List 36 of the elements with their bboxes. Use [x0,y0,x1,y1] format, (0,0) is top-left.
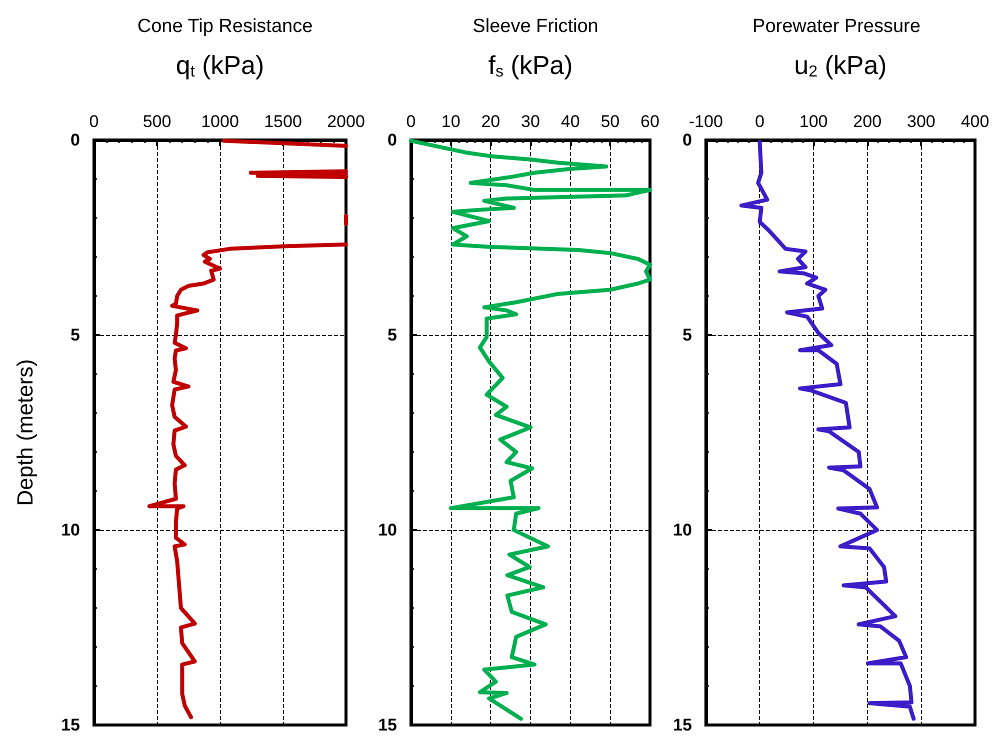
chart-title: Cone Tip Resistance [137,16,313,37]
y-tick-label: 5 [70,326,80,344]
x-tick-label: 50 [600,112,620,131]
y-tick-label: 0 [682,130,692,150]
x-tick-label: 500 [142,112,172,131]
y-tick-label: 10 [61,520,80,540]
x-tick-label: 0 [406,112,416,131]
chart-title: Porewater Pressure [752,16,920,37]
y-tick-label: 5 [388,326,397,344]
y-tick-label: 0 [70,130,80,150]
x-tick-label: 0 [89,112,99,131]
y-tick-label: 15 [672,716,692,734]
chart-title: Sleeve Friction [472,16,598,37]
x-tick-label: 100 [799,112,828,131]
x-tick-label: 60 [640,112,660,131]
x-tick-label: 2000 [327,112,365,131]
x-tick-label: 1500 [264,112,302,131]
x-tick-label: 30 [521,112,540,131]
y-axis-title: Depth (meters) [12,359,38,506]
x-tick-label: 200 [853,112,882,131]
y-tick-label: 10 [672,520,692,540]
x-tick-label: 400 [960,112,990,131]
x-tick-label: -100 [688,112,723,131]
y-tick-label: 10 [378,520,397,540]
x-tick-label: 20 [481,112,500,131]
y-tick-label: 15 [378,716,397,734]
x-tick-label: 10 [441,112,460,131]
y-tick-label: 0 [388,130,397,150]
y-tick-label: 15 [61,716,80,734]
x-tick-label: 0 [754,112,764,131]
x-tick-label: 300 [906,112,936,131]
x-tick-label: 1000 [201,112,239,131]
x-tick-label: 40 [560,112,580,131]
line-series [739,140,916,721]
line-series [409,138,652,721]
y-tick-label: 5 [682,326,692,344]
